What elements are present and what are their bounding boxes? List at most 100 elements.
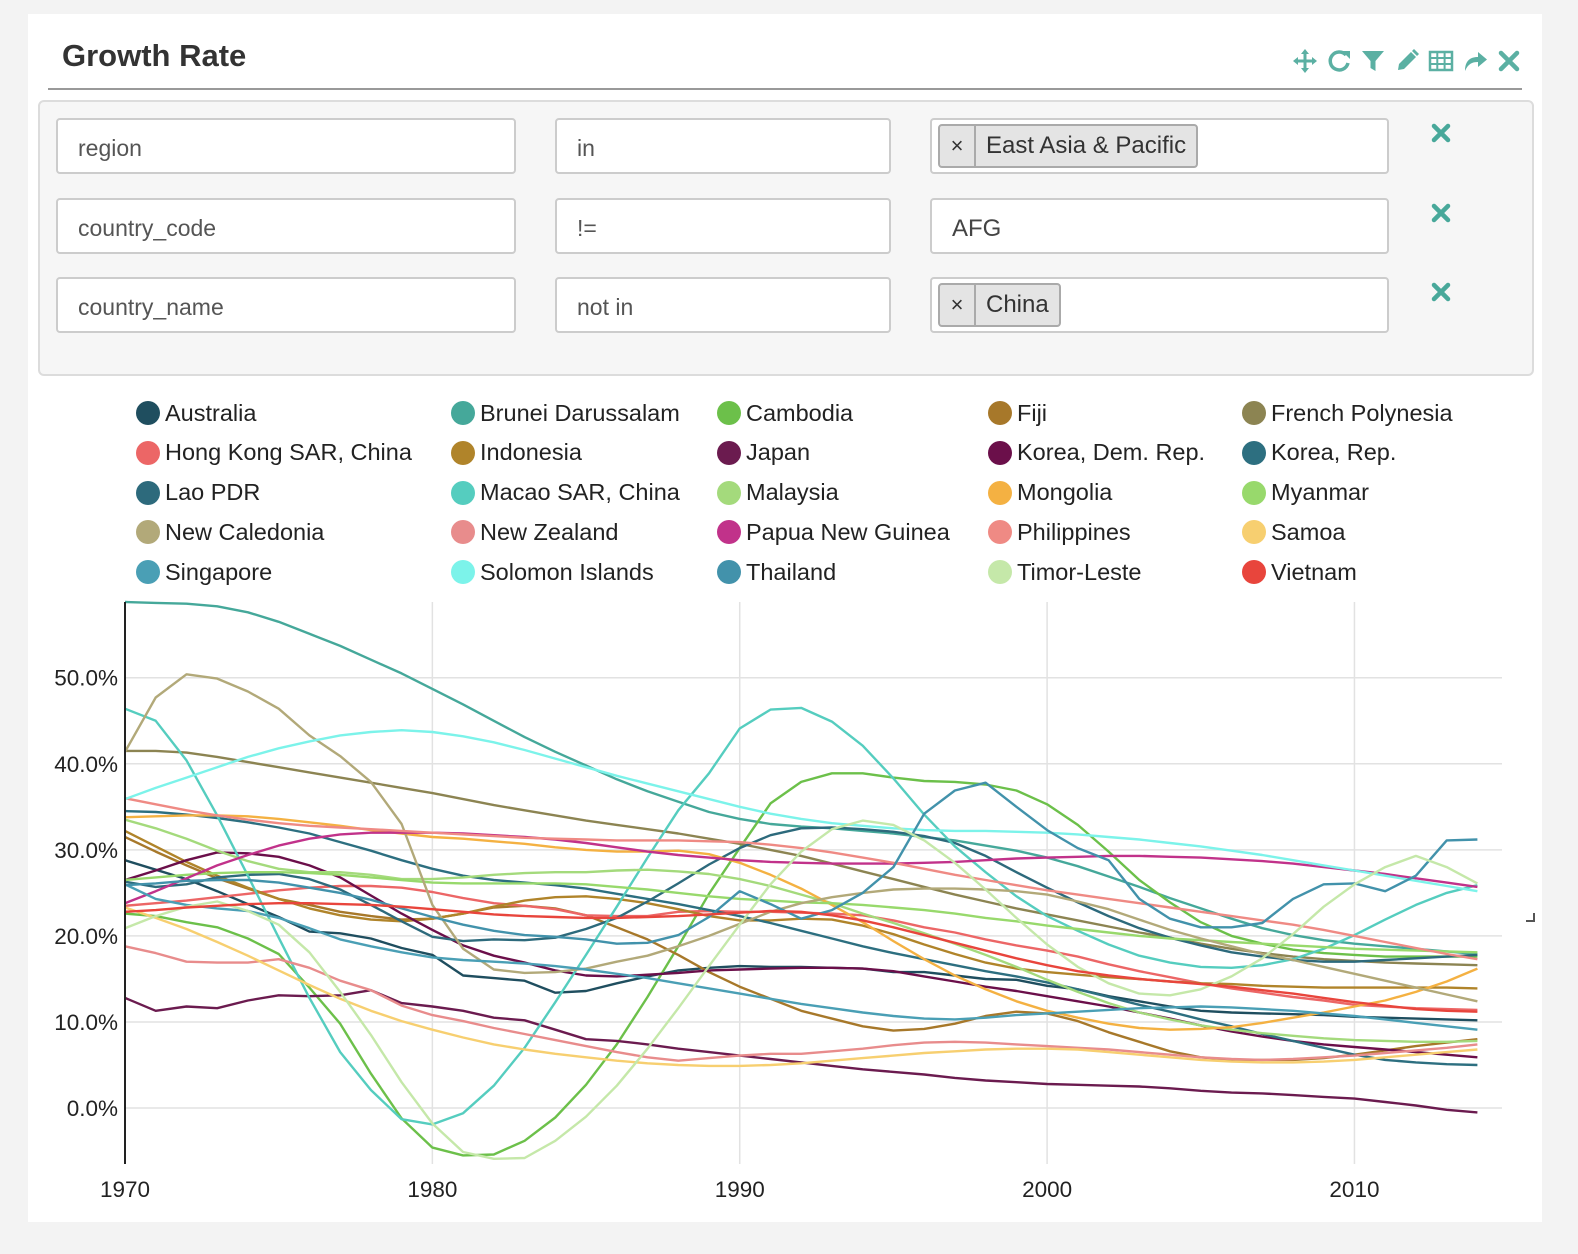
- resize-handle-icon[interactable]: [1526, 913, 1535, 922]
- legend-item[interactable]: Malaysia: [717, 475, 839, 511]
- legend-item[interactable]: Brunei Darussalam: [451, 395, 680, 431]
- legend-item[interactable]: Japan: [717, 435, 810, 471]
- legend-dot: [451, 440, 475, 465]
- x-tick-label: 1980: [407, 1177, 457, 1202]
- refresh-icon[interactable]: [1326, 48, 1352, 74]
- series-line: [124, 729, 1478, 893]
- filter-box: region in × East Asia & Pacific country_c…: [38, 100, 1534, 376]
- panel-toolbar: [1292, 48, 1522, 74]
- legend-item[interactable]: Singapore: [136, 554, 272, 590]
- legend-item[interactable]: Fiji: [988, 395, 1047, 431]
- legend-dot: [136, 440, 160, 465]
- filter-operator-select[interactable]: !=: [555, 198, 891, 254]
- legend-label: Lao PDR: [165, 479, 261, 506]
- table-icon[interactable]: [1428, 48, 1454, 74]
- legend-item[interactable]: Mongolia: [988, 475, 1112, 511]
- legend-dot: [717, 560, 741, 585]
- legend-label: Philippines: [1017, 518, 1131, 545]
- legend-item[interactable]: Solomon Islands: [451, 554, 654, 590]
- legend-label: New Zealand: [480, 518, 619, 545]
- legend-label: Cambodia: [746, 399, 854, 426]
- legend-item[interactable]: Papua New Guinea: [717, 514, 950, 550]
- legend-item[interactable]: Korea, Rep.: [1242, 435, 1396, 471]
- legend-item[interactable]: Thailand: [717, 554, 836, 590]
- tag-remove-icon[interactable]: ×: [940, 285, 976, 325]
- legend-item[interactable]: Australia: [136, 395, 256, 431]
- legend-item[interactable]: New Zealand: [451, 514, 618, 550]
- filter-field-select[interactable]: region: [56, 118, 516, 174]
- legend-dot: [1242, 480, 1266, 505]
- remove-filter-icon[interactable]: [1430, 122, 1452, 144]
- series-line: [124, 706, 1478, 1126]
- legend-label: Fiji: [1017, 399, 1048, 426]
- line-chart: 0.0% 10.0% 20.0% 30.0% 40.0% 50.0% 1970 1980 199…: [54, 600, 1535, 1202]
- tag-label: China: [986, 291, 1049, 318]
- move-icon[interactable]: [1292, 48, 1318, 74]
- edit-icon[interactable]: [1394, 48, 1420, 74]
- filter-operator-select[interactable]: in: [555, 118, 891, 174]
- legend-label: Macao SAR, China: [480, 479, 680, 506]
- legend-item[interactable]: Cambodia: [717, 395, 853, 431]
- series-line: [124, 851, 1478, 1059]
- legend-dot: [451, 480, 475, 505]
- y-tick-label: 0.0%: [67, 1096, 118, 1121]
- legend-item[interactable]: Samoa: [1242, 514, 1345, 550]
- value-tag: × China: [938, 283, 1061, 327]
- legend-item[interactable]: Philippines: [988, 514, 1131, 550]
- legend-dot: [988, 401, 1012, 425]
- value-text: AFG: [952, 215, 1002, 242]
- series-line: [124, 945, 1478, 1062]
- legend-label: Samoa: [1271, 518, 1346, 545]
- legend-item[interactable]: French Polynesia: [1242, 395, 1453, 431]
- legend-dot: [451, 560, 475, 585]
- legend-dot: [988, 440, 1012, 465]
- legend-label: Papua New Guinea: [746, 518, 950, 545]
- legend-item[interactable]: Indonesia: [451, 435, 582, 471]
- y-tick-label: 10.0%: [54, 1010, 118, 1035]
- filter-field-select[interactable]: country_name: [56, 277, 516, 333]
- legend-item[interactable]: Hong Kong SAR, China: [136, 435, 412, 471]
- tag-remove-icon[interactable]: ×: [940, 126, 976, 166]
- filter-value-select[interactable]: × China: [930, 277, 1389, 333]
- panel-header: Growth Rate: [48, 14, 1522, 90]
- share-icon[interactable]: [1462, 48, 1488, 74]
- remove-filter-icon[interactable]: [1430, 281, 1452, 303]
- chart-legend: Australia Brunei Darussalam Cambodia Fiji Fr…: [108, 380, 1488, 585]
- legend-label: Hong Kong SAR, China: [165, 439, 412, 466]
- legend-label: Malaysia: [746, 479, 839, 506]
- legend-item[interactable]: Lao PDR: [136, 475, 260, 511]
- legend-item[interactable]: Timor-Leste: [988, 554, 1142, 590]
- legend-dot: [451, 401, 475, 425]
- remove-filter-icon[interactable]: [1430, 202, 1452, 224]
- legend-label: Mongolia: [1017, 479, 1113, 506]
- legend-item[interactable]: Korea, Dem. Rep.: [988, 435, 1205, 471]
- filter-icon[interactable]: [1360, 48, 1386, 74]
- filter-operator-select[interactable]: not in: [555, 277, 891, 333]
- series-line: [124, 902, 1478, 1013]
- series-line: [124, 818, 1478, 1043]
- legend-dot: [136, 560, 160, 585]
- x-tick-label: 2000: [1022, 1177, 1072, 1202]
- legend-item[interactable]: New Caledonia: [136, 514, 324, 550]
- legend-dot: [717, 480, 741, 505]
- filter-value-select[interactable]: × East Asia & Pacific: [930, 118, 1389, 174]
- legend-dot: [451, 520, 475, 545]
- filter-value-input[interactable]: AFG: [930, 198, 1389, 254]
- legend-label: Vietnam: [1271, 558, 1357, 585]
- chart-panel: Growth Rate region in × East Asia & Pacif…: [28, 14, 1542, 1222]
- legend-label: Korea, Rep.: [1271, 439, 1397, 466]
- legend-item[interactable]: Macao SAR, China: [451, 475, 680, 511]
- legend-item[interactable]: Myanmar: [1242, 475, 1369, 511]
- legend-dot: [988, 480, 1012, 505]
- legend-dot: [988, 520, 1012, 545]
- legend-dot: [1242, 520, 1266, 545]
- close-icon[interactable]: [1496, 48, 1522, 74]
- legend-label: Thailand: [746, 558, 837, 585]
- x-tick-label: 1970: [100, 1177, 150, 1202]
- series-line: [124, 831, 1478, 905]
- legend-item[interactable]: Vietnam: [1242, 554, 1357, 590]
- legend-label: Korea, Dem. Rep.: [1017, 439, 1206, 466]
- tag-label: East Asia & Pacific: [986, 132, 1187, 159]
- legend-dot: [136, 401, 160, 425]
- filter-field-select[interactable]: country_code: [56, 198, 516, 254]
